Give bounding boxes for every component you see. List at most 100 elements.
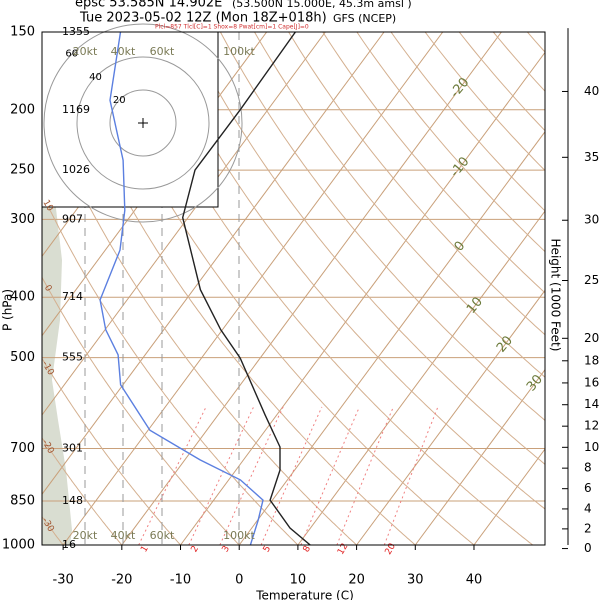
mixing-ratio-label: 12 bbox=[336, 542, 350, 557]
x-tick-label: 10 bbox=[290, 573, 307, 588]
y-tick-label: 300 bbox=[10, 212, 35, 227]
speed-label: 20kt bbox=[73, 45, 98, 58]
y2-tick-label: 10 bbox=[584, 440, 599, 454]
hodograph-ring-label: 40 bbox=[89, 72, 102, 83]
mixing-ratio-label: 1 bbox=[139, 544, 151, 554]
isotherm-label: 0 bbox=[452, 239, 469, 255]
background-lines bbox=[0, 32, 600, 545]
mixing-ratio-label: 20 bbox=[384, 542, 399, 557]
y2-tick-label: 35 bbox=[584, 150, 599, 164]
height-label: 907 bbox=[62, 212, 83, 225]
isotherm bbox=[42, 32, 326, 416]
subtitle: Tue 2023-05-02 12Z (Mon 18Z+018h) bbox=[79, 11, 327, 26]
y2-tick-label: 30 bbox=[584, 213, 599, 227]
dry-adiabat bbox=[288, 32, 545, 336]
x-tick-label: -20 bbox=[111, 573, 132, 588]
mixing-ratio-line bbox=[300, 406, 360, 545]
hodograph-ring bbox=[76, 56, 210, 190]
dry-adiabat bbox=[42, 357, 181, 545]
mixing-ratio-line bbox=[188, 406, 255, 545]
hodograph-ring-label: 60 bbox=[65, 49, 78, 60]
height-label: 1026 bbox=[62, 163, 90, 176]
x-tick-label: -30 bbox=[53, 573, 74, 588]
isotherm bbox=[42, 32, 385, 496]
dry-adiabat bbox=[322, 32, 545, 294]
x-tick-label: 0 bbox=[235, 573, 243, 588]
x-axis-label: Temperature (C) bbox=[255, 589, 354, 600]
y2-tick-label: 14 bbox=[584, 397, 599, 411]
dry-adiabat-label: 0 bbox=[42, 284, 54, 294]
height-label: 301 bbox=[62, 442, 83, 455]
dry-adiabat bbox=[0, 32, 4, 545]
y-tick-label: 250 bbox=[10, 163, 35, 178]
dry-adiabat bbox=[219, 32, 545, 422]
isotherm-label: -20 bbox=[447, 75, 472, 101]
isotherm bbox=[238, 130, 545, 545]
y-tick-label: 200 bbox=[10, 102, 35, 117]
y2-tick-label: 6 bbox=[584, 481, 592, 495]
height-label: 714 bbox=[62, 290, 83, 303]
title: epsc 53.585N 14.902E bbox=[75, 0, 222, 11]
y-tick-label: 400 bbox=[10, 290, 35, 305]
dry-adiabat bbox=[42, 437, 123, 545]
y-axis-label: P (hPa) bbox=[1, 289, 15, 331]
profiles bbox=[99, 32, 311, 545]
dry-adiabat bbox=[49, 32, 416, 545]
y-tick-label: 850 bbox=[10, 494, 35, 509]
model: GFS (NCEP) bbox=[333, 12, 396, 25]
speed-label: 60kt bbox=[150, 45, 175, 58]
isotherm bbox=[297, 210, 545, 545]
y2-tick-label: 4 bbox=[584, 501, 592, 515]
isotherm bbox=[414, 368, 545, 545]
indices: Plcl=857 Tlcl[C]=1 Shox=8 Pwat[cm]=1 Cap… bbox=[155, 24, 309, 31]
y-tick-label: 1000 bbox=[2, 538, 35, 553]
profile-line bbox=[99, 32, 264, 545]
isotherm-label: -10 bbox=[447, 154, 472, 180]
height-label: 148 bbox=[62, 494, 83, 507]
y-tick-label: 150 bbox=[10, 25, 35, 40]
isotherm bbox=[356, 289, 545, 545]
isotherm-label: 20 bbox=[494, 333, 516, 355]
speed-label: 100kt bbox=[223, 45, 255, 58]
isotherm bbox=[180, 51, 545, 545]
dry-adiabat bbox=[83, 32, 475, 545]
dry-adiabat bbox=[42, 192, 299, 545]
hodograph-center bbox=[138, 118, 148, 128]
y2-tick-label: 25 bbox=[584, 273, 599, 287]
isotherm-label: 10 bbox=[464, 295, 486, 317]
height-label: 555 bbox=[62, 351, 83, 364]
y2-tick-label: 2 bbox=[584, 521, 592, 535]
speed-label: 40kt bbox=[111, 45, 136, 58]
isotherm bbox=[62, 32, 444, 545]
mixing-ratio-line bbox=[336, 406, 394, 545]
dry-adiabat bbox=[185, 32, 545, 465]
height-label: 1169 bbox=[62, 103, 90, 116]
dry-adiabat bbox=[356, 32, 545, 253]
dry-adiabat bbox=[151, 32, 545, 510]
mixing-ratio-label: 8 bbox=[302, 544, 314, 554]
speed-label: 40kt bbox=[111, 529, 136, 542]
mixing-ratio-label: 3 bbox=[221, 544, 233, 554]
y-tick-label: 700 bbox=[10, 441, 35, 456]
hodograph-ring bbox=[43, 23, 243, 223]
y2-tick-label: 18 bbox=[584, 353, 599, 367]
hodograph-ring bbox=[109, 89, 177, 157]
y2-tick-label: 40 bbox=[584, 84, 599, 98]
mixing-ratio-label: 5 bbox=[262, 544, 274, 554]
mixing-ratio-line bbox=[138, 406, 207, 545]
x-tick-label: -10 bbox=[170, 573, 191, 588]
dry-adiabat bbox=[254, 32, 545, 378]
plot-frame bbox=[41, 31, 546, 546]
y2-axis-label: Height (1000 Feet) bbox=[549, 239, 563, 352]
isotherm bbox=[473, 448, 545, 545]
dry-adiabat bbox=[596, 32, 600, 545]
title-note: (53.500N 15.000E, 45.3m amsl ) bbox=[232, 0, 412, 10]
y2-tick-label: 0 bbox=[584, 541, 592, 555]
mixing-ratio-label: 2 bbox=[190, 544, 202, 554]
speed-label: 20kt bbox=[73, 529, 98, 542]
speed-label: 60kt bbox=[150, 529, 175, 542]
profile-line bbox=[181, 32, 311, 545]
x-tick-label: 30 bbox=[407, 573, 424, 588]
